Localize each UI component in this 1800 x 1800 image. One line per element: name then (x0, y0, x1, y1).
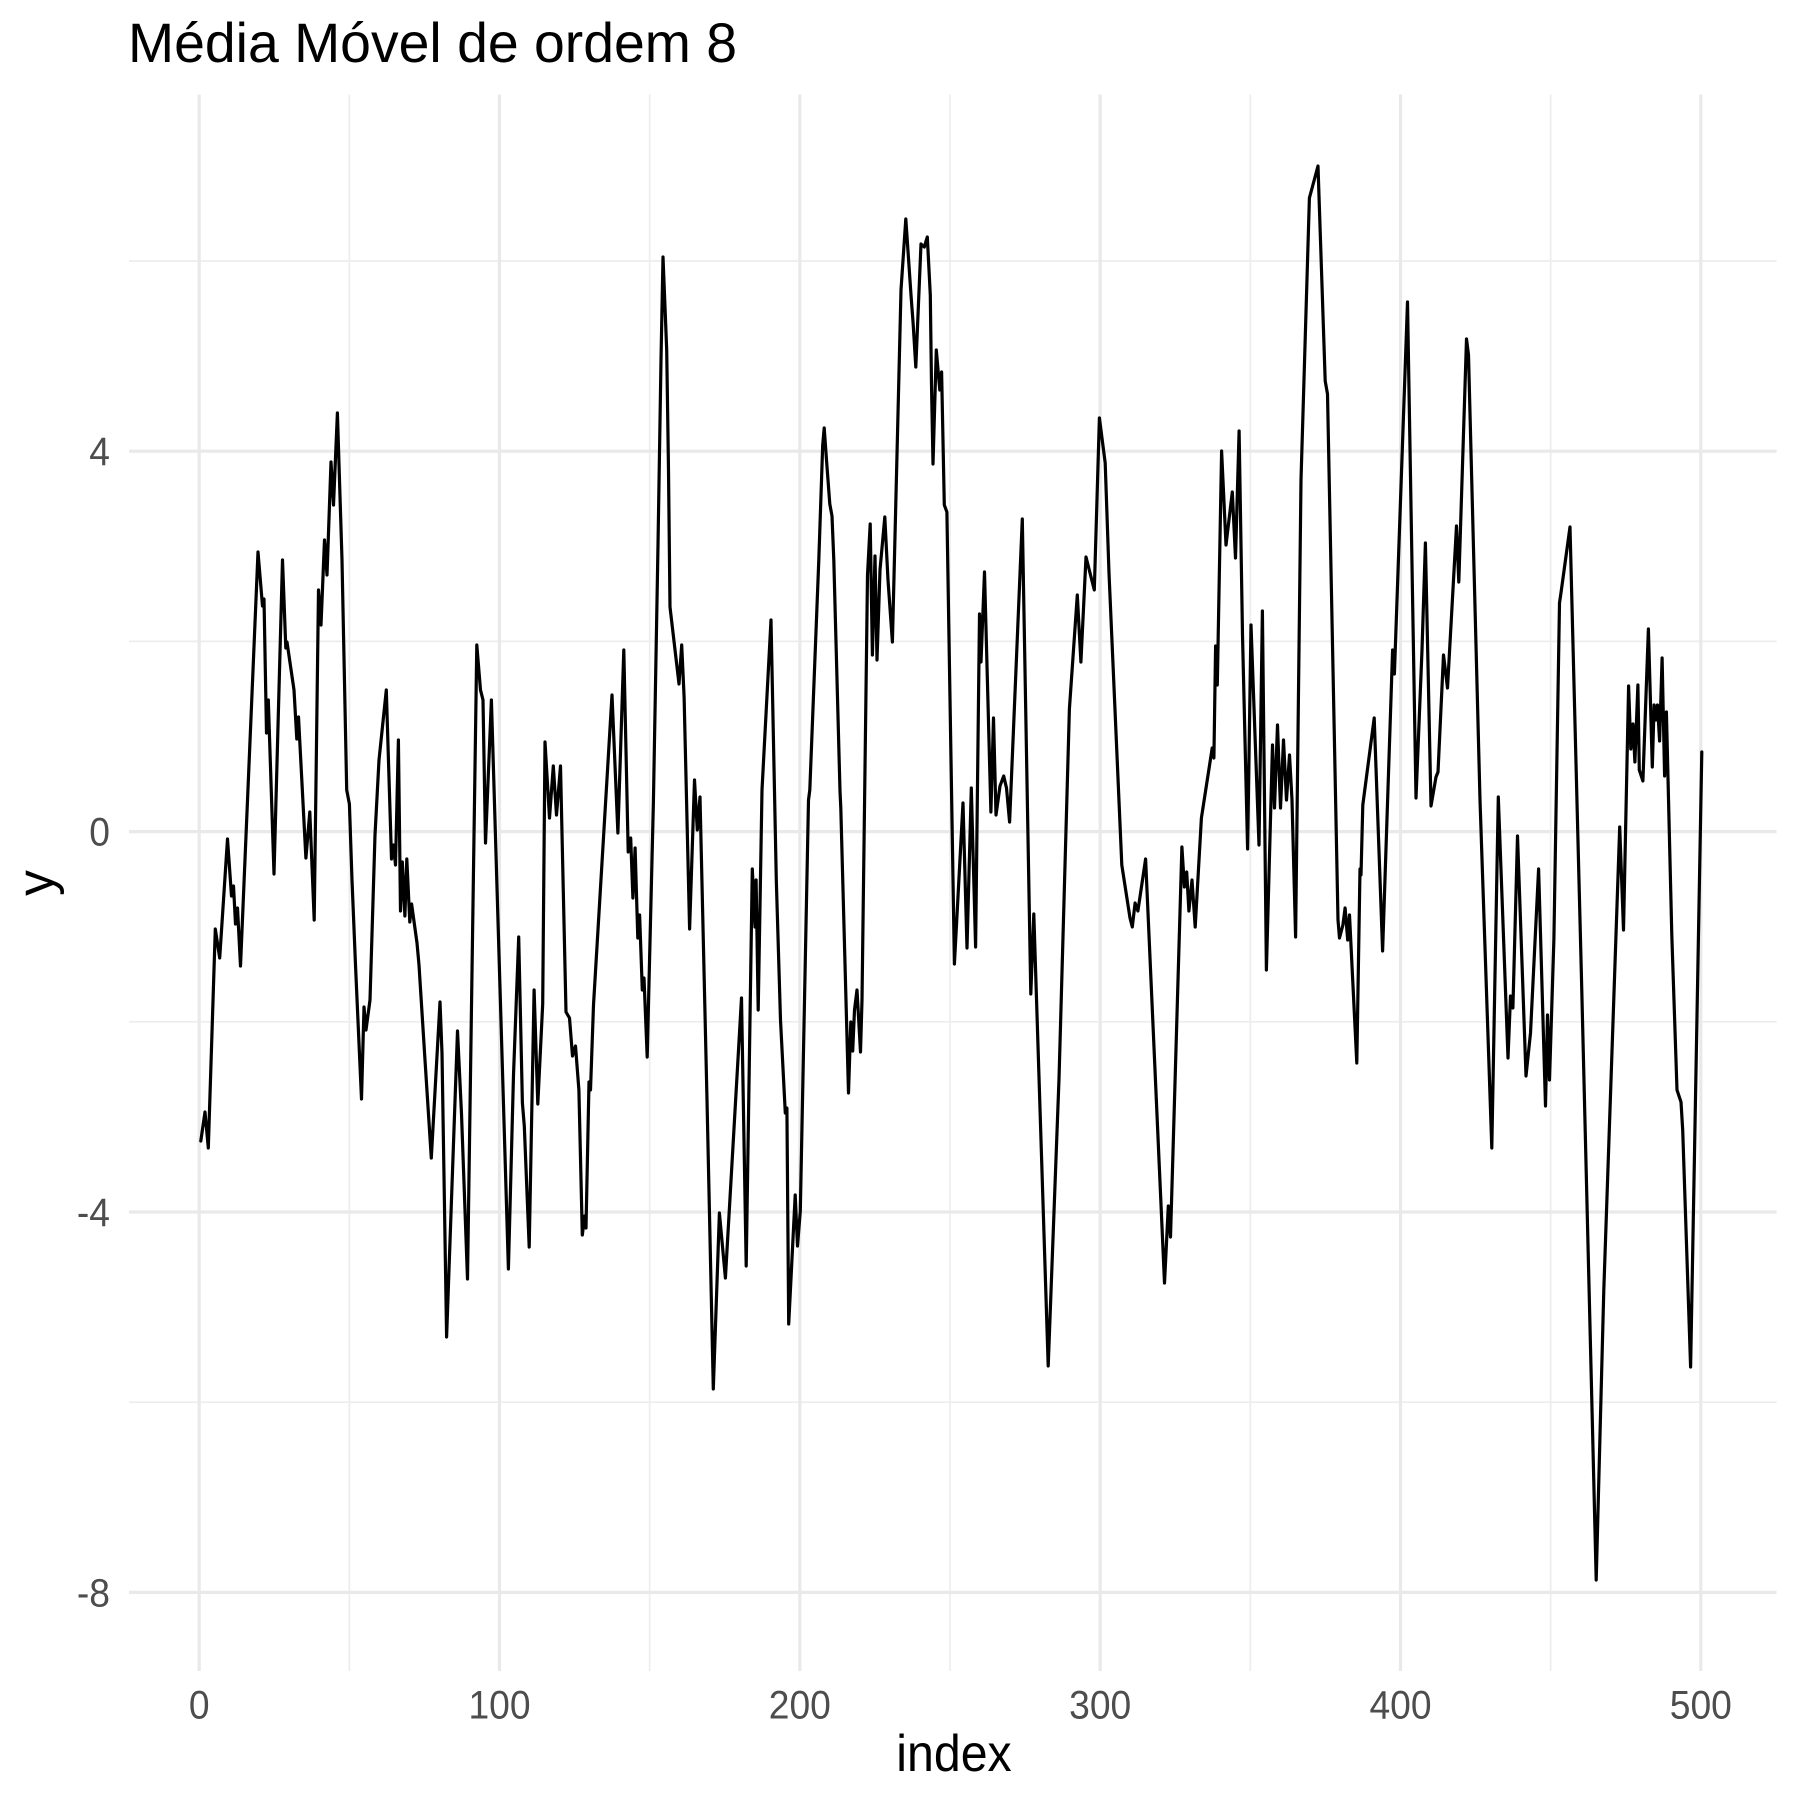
svg-text:500: 500 (1670, 1683, 1732, 1727)
svg-text:index: index (896, 1724, 1012, 1782)
svg-text:-4: -4 (77, 1191, 110, 1235)
svg-text:4: 4 (89, 430, 110, 474)
svg-text:400: 400 (1369, 1683, 1431, 1727)
svg-text:Média Móvel de ordem 8: Média Móvel de ordem 8 (128, 11, 737, 74)
svg-text:300: 300 (1069, 1683, 1131, 1727)
svg-text:-8: -8 (77, 1571, 110, 1615)
svg-text:100: 100 (468, 1683, 530, 1727)
svg-text:200: 200 (769, 1683, 831, 1727)
svg-text:0: 0 (89, 811, 110, 855)
svg-text:0: 0 (189, 1683, 210, 1727)
svg-text:y: y (6, 870, 64, 896)
